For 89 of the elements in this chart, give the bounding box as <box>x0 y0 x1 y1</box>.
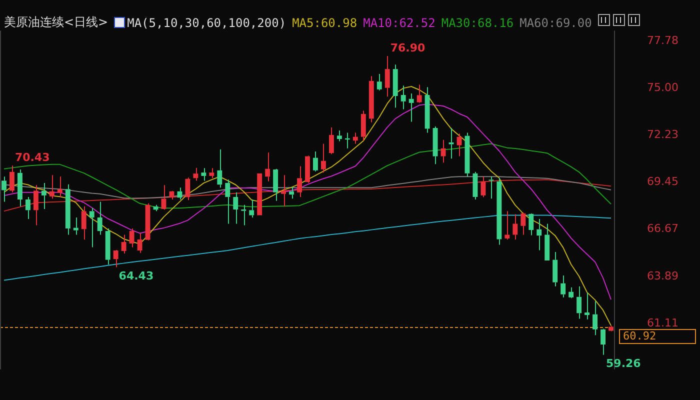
candlestick <box>10 165 14 193</box>
candlestick <box>480 176 486 198</box>
y-tick-label: 63.89 <box>647 269 678 282</box>
candlestick <box>400 85 406 110</box>
candlestick <box>41 182 46 210</box>
candlestick <box>97 201 102 236</box>
candlestick <box>113 250 118 268</box>
candlestick <box>225 179 230 224</box>
candlestick <box>552 252 558 287</box>
candlestick <box>456 133 462 157</box>
candlestick <box>185 177 190 201</box>
candlestick <box>544 223 550 260</box>
candlestick <box>169 191 174 200</box>
candlestick <box>472 171 478 200</box>
candlestick <box>209 168 214 179</box>
candlestick <box>496 178 502 246</box>
candlestick <box>81 206 86 240</box>
y-tick-label: 66.67 <box>647 222 678 236</box>
text: MA5:60.98 <box>292 16 358 30</box>
candlestick <box>313 151 318 172</box>
candlestick <box>584 292 590 320</box>
candlestick <box>281 174 286 207</box>
candlestick <box>432 126 438 165</box>
candlestick <box>384 56 390 98</box>
y-tick-label: 69.45 <box>647 175 678 188</box>
candlestick <box>17 169 22 207</box>
candlestick <box>520 213 526 236</box>
candlestick <box>33 184 38 226</box>
candlestick <box>424 86 430 134</box>
candlestick <box>233 192 238 224</box>
candlestick <box>25 196 30 220</box>
y-tick-label: 75.00 <box>647 81 678 94</box>
candlestick <box>49 174 54 200</box>
candlestick <box>145 202 150 240</box>
candlestick <box>89 207 94 248</box>
candlestick <box>249 198 254 218</box>
candlestick <box>464 132 470 178</box>
candlestick <box>352 132 358 144</box>
candlestick <box>177 187 182 200</box>
candlestick <box>137 232 142 254</box>
candlestick <box>504 210 510 240</box>
chart-title: 美原油连续<日线> <box>4 14 108 31</box>
candlestick <box>217 148 222 188</box>
candlestick <box>368 76 374 123</box>
candlestick <box>528 214 534 236</box>
candlestick <box>193 167 198 182</box>
candlestick <box>105 228 110 266</box>
candlestick <box>297 166 302 198</box>
candlestick <box>2 176 6 202</box>
candlestick <box>560 275 566 298</box>
text: MA60:69.00 <box>520 16 592 30</box>
candlestick <box>289 186 294 200</box>
annotation: 70.43 <box>14 150 50 164</box>
candlestick <box>321 143 326 174</box>
candlestick <box>608 325 614 331</box>
candlestick <box>448 128 454 160</box>
annotation: 76.90 <box>390 41 426 54</box>
candlestick <box>488 176 494 200</box>
candlestick <box>57 176 62 198</box>
candlestick <box>241 204 246 226</box>
candlestick <box>392 64 398 108</box>
candlestick <box>360 110 366 142</box>
candlestick <box>336 130 342 142</box>
y-tick-label: 61.11 <box>647 316 678 330</box>
annotation: 64.43 <box>118 270 154 283</box>
candlestick <box>512 214 518 240</box>
candlestick <box>536 218 542 251</box>
candlestick <box>121 234 126 254</box>
candlestick <box>592 300 598 336</box>
candlestick <box>201 168 206 182</box>
y-tick-label: 72.23 <box>647 128 678 141</box>
candlestick <box>129 228 134 248</box>
chart-subtitle: MA(5,10,30,60,100,200) <box>127 16 286 30</box>
candlestick <box>416 84 422 102</box>
candlestick <box>600 329 606 356</box>
candlestick <box>576 286 582 320</box>
candlestick <box>328 126 334 155</box>
annotation: 59.26 <box>606 357 642 370</box>
candlestick <box>305 156 310 184</box>
candlestick <box>73 216 78 236</box>
text: MA30:68.16 <box>441 16 514 30</box>
ref-line-label: 60.92 <box>623 329 656 342</box>
candlestick <box>376 73 382 91</box>
candlestick <box>65 184 70 236</box>
candlestick <box>440 139 446 164</box>
candlestick <box>265 152 270 182</box>
text: MA10:62.52 <box>363 16 436 30</box>
candlestick <box>408 92 414 122</box>
y-tick-label: 77.78 <box>647 34 678 47</box>
